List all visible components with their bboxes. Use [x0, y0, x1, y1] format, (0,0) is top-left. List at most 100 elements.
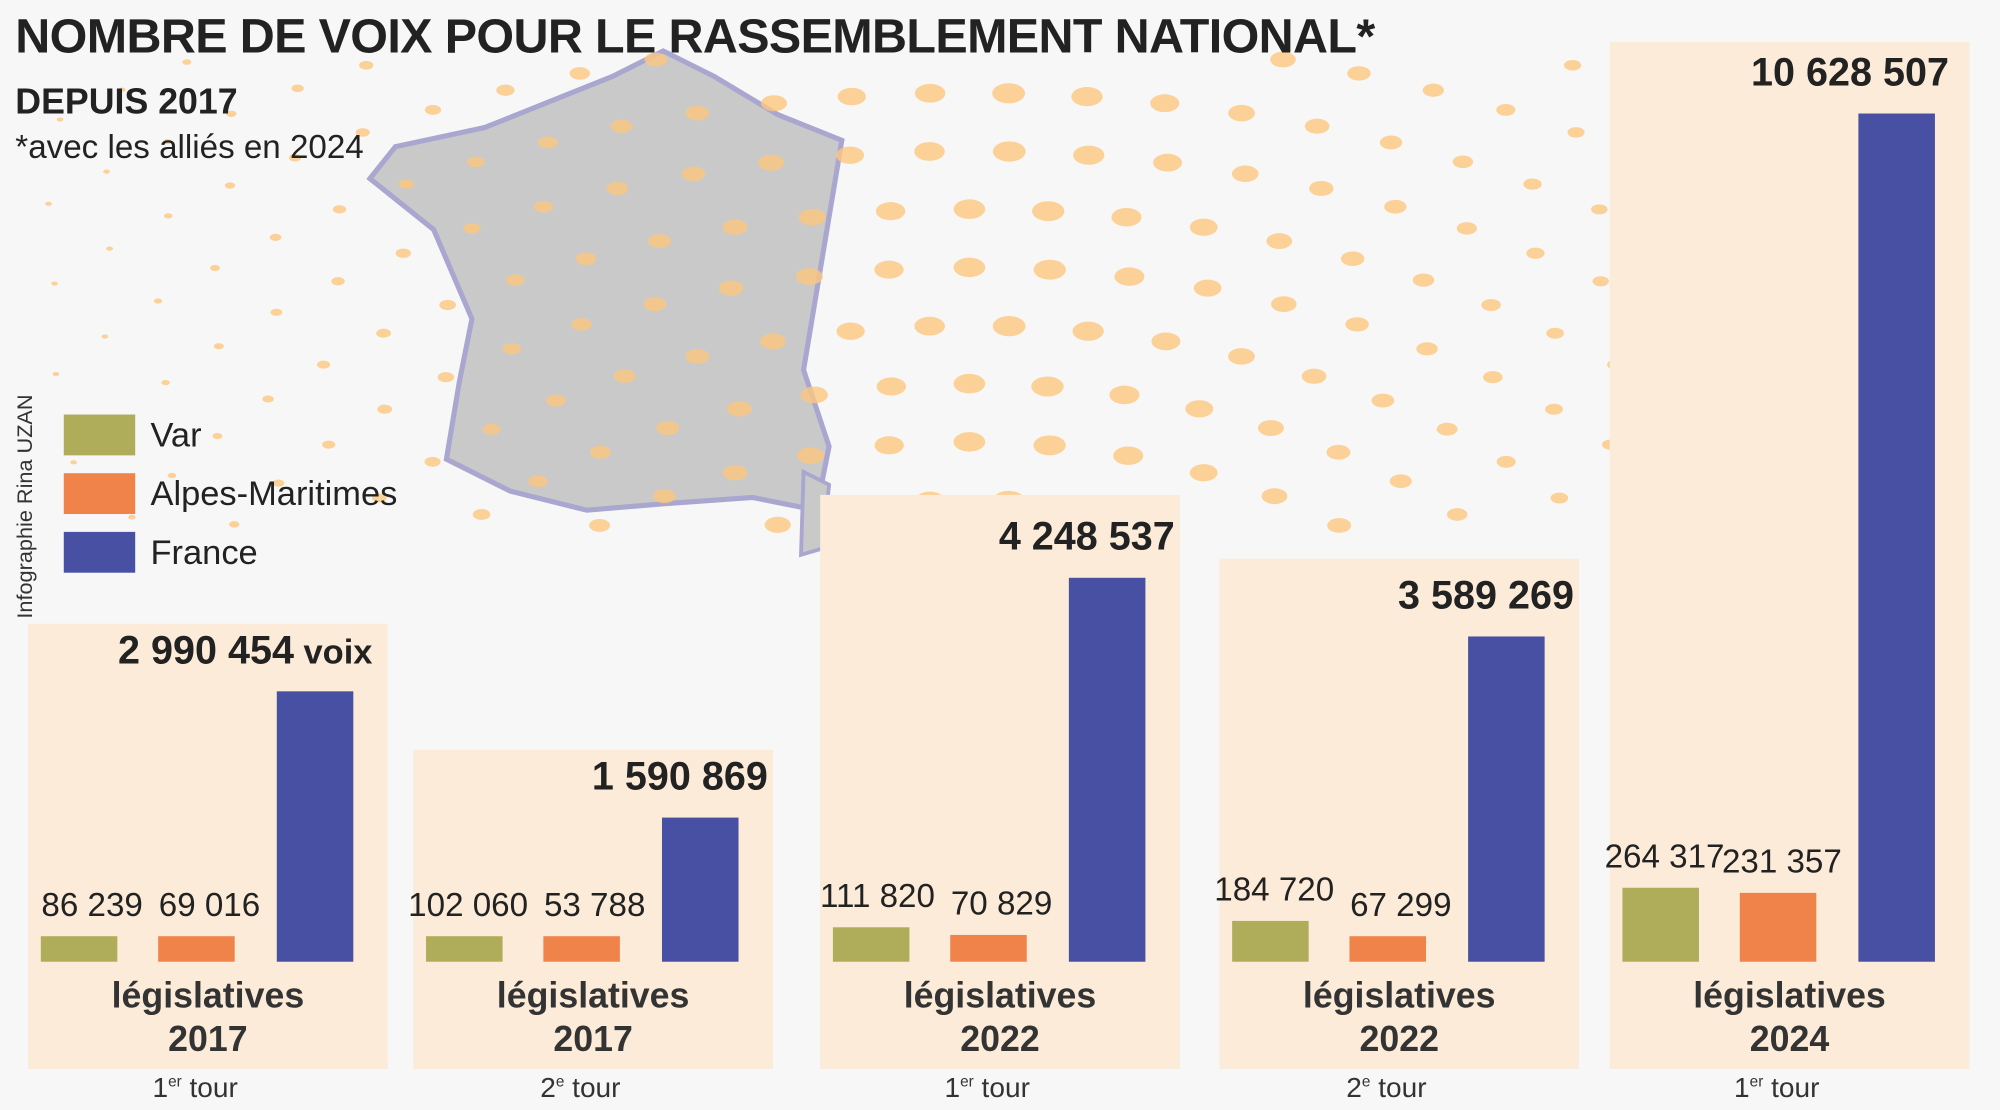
dot [1150, 94, 1180, 113]
dot [1416, 342, 1438, 356]
dot [482, 423, 501, 435]
dot [52, 372, 60, 377]
dot [874, 436, 904, 455]
bar-france [276, 691, 354, 962]
dot [1347, 66, 1371, 81]
dot [914, 316, 945, 336]
dot [1481, 298, 1501, 311]
round-label: 1er tour [152, 1071, 238, 1104]
dot [953, 373, 986, 394]
dot [1031, 376, 1064, 397]
dot [1340, 251, 1365, 266]
dot [1592, 276, 1609, 287]
dot [914, 83, 946, 103]
dot [643, 297, 667, 312]
dot [376, 328, 391, 338]
round-label: 2e tour [1346, 1071, 1427, 1104]
value-label: 10 628 507 [1751, 49, 1949, 95]
dot [610, 119, 633, 133]
bar-alpes-maritimes [950, 934, 1027, 962]
dot [1193, 279, 1222, 297]
dot [656, 420, 680, 436]
value-label: 4 248 537 [998, 514, 1175, 559]
dot [1309, 180, 1334, 197]
dot [685, 105, 710, 121]
dot [875, 202, 906, 221]
dot [644, 52, 668, 67]
value-label: 102 060 [408, 885, 529, 924]
dot [1301, 368, 1327, 384]
dot [424, 104, 442, 115]
chart-subtitle: DEPUIS 2017 [15, 81, 238, 122]
dot [1304, 118, 1330, 134]
dot [835, 146, 865, 164]
dot [506, 274, 525, 286]
dot [1189, 218, 1218, 236]
dot [722, 219, 748, 235]
dot [270, 308, 283, 316]
dot [1109, 385, 1140, 405]
legend-item-var: Var [63, 406, 398, 465]
dot [571, 318, 592, 331]
dot [992, 316, 1026, 337]
dot [45, 201, 52, 206]
dot [153, 298, 163, 304]
dot [874, 260, 904, 279]
dot [1228, 104, 1255, 122]
dot [395, 248, 411, 258]
dot [226, 110, 237, 117]
dot [718, 280, 744, 296]
dot [70, 460, 77, 465]
dot [764, 516, 791, 533]
dot [953, 199, 986, 219]
dot [1523, 178, 1542, 190]
dot [1546, 327, 1565, 339]
dot [213, 343, 224, 350]
dot [546, 394, 566, 407]
dot [437, 372, 455, 383]
value-label: 231 357 [1721, 841, 1842, 881]
dot [533, 200, 554, 213]
bar-france [1068, 577, 1146, 962]
dot [953, 432, 986, 452]
dot [569, 67, 591, 80]
bar-alpes-maritimes [158, 936, 235, 962]
dot [56, 117, 64, 122]
dot [288, 153, 302, 162]
category-label: législatives 2022 [903, 975, 1097, 1059]
dot [1326, 444, 1351, 460]
dot [161, 379, 170, 386]
dot [1271, 296, 1297, 312]
dot [210, 264, 220, 272]
dot [372, 493, 387, 503]
category-label: législatives 2017 [496, 975, 690, 1059]
bar-var [426, 936, 503, 962]
dot [167, 472, 177, 479]
unit-label: voix [293, 632, 373, 671]
dot [953, 257, 986, 278]
dot [1228, 348, 1255, 365]
legend-swatch [63, 531, 136, 573]
dot [291, 84, 304, 93]
dot [1446, 508, 1468, 521]
dot [1545, 403, 1563, 415]
dot [759, 333, 786, 350]
dot [537, 136, 558, 149]
category-label: législatives 2024 [1693, 975, 1886, 1059]
value-label: 3 589 269 [1398, 572, 1574, 618]
dot [1563, 59, 1582, 71]
dot [439, 299, 456, 311]
dot [1567, 127, 1585, 138]
bar-alpes-maritimes [1739, 892, 1817, 962]
legend-swatch [63, 473, 136, 515]
dot [1389, 474, 1412, 489]
value-label: 70 829 [950, 883, 1053, 923]
dot [1270, 51, 1296, 68]
dot [1113, 446, 1144, 465]
dot [322, 440, 336, 449]
dot [182, 59, 192, 65]
dot [1379, 135, 1403, 150]
dot [681, 166, 706, 182]
dot [377, 404, 393, 414]
